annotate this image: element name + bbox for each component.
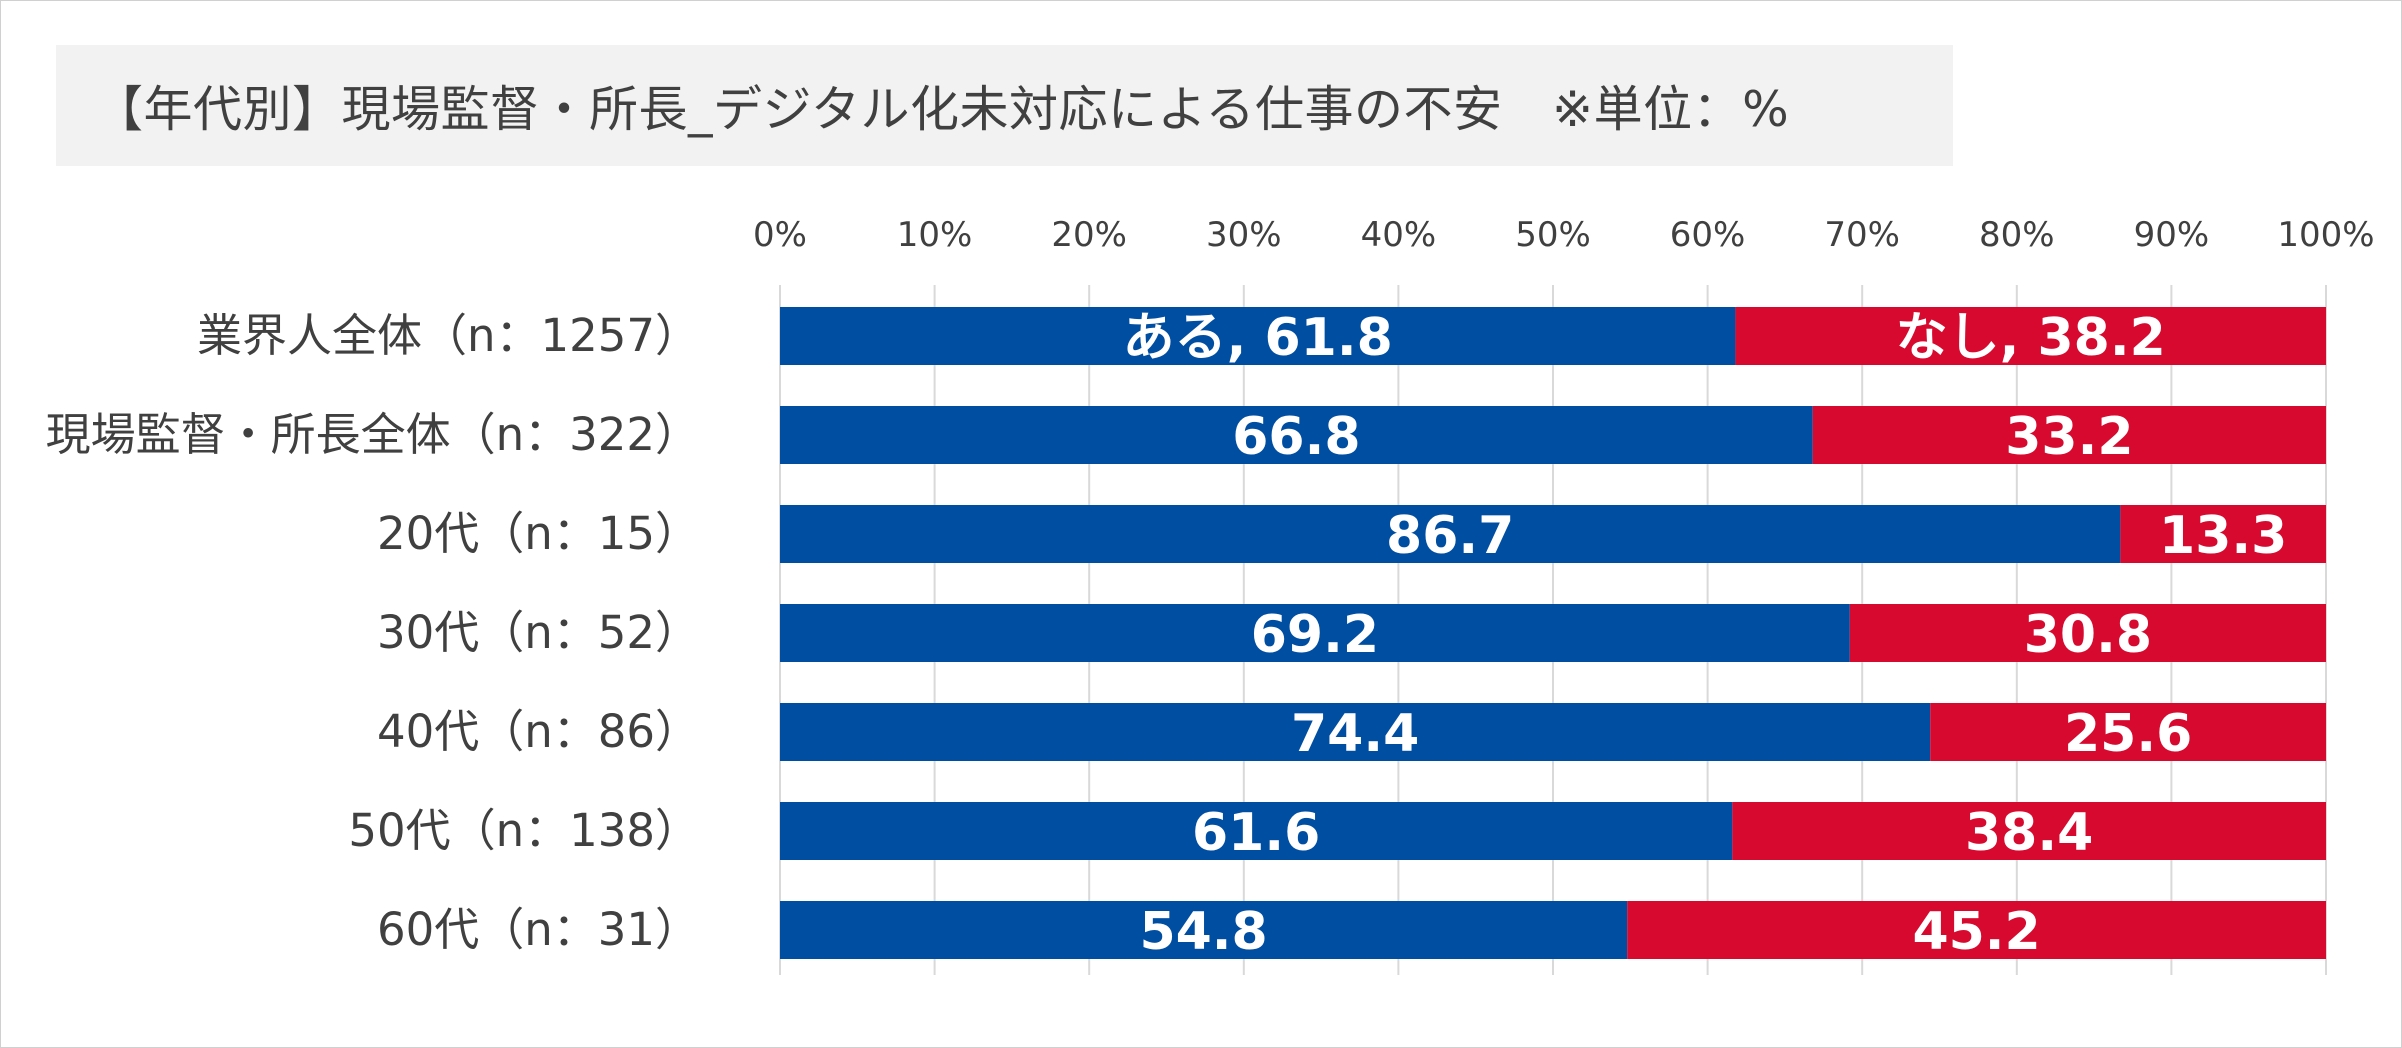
x-tick-label: 30%	[1206, 215, 1282, 255]
chart-title: 【年代別】現場監督・所長_デジタル化未対応による仕事の不安 ※単位：%	[94, 81, 1790, 138]
data-label-nashi: 38.4	[1965, 803, 2093, 863]
bar-nashi	[1627, 901, 2326, 959]
title-box: 【年代別】現場監督・所長_デジタル化未対応による仕事の不安 ※単位：%	[56, 45, 1953, 166]
data-label-ari: 61.6	[1192, 803, 1320, 863]
data-label-ari: 54.8	[1139, 902, 1267, 962]
bar-ari	[780, 802, 1733, 860]
data-label-nashi: 45.2	[1912, 902, 2040, 962]
data-label-nashi: 25.6	[2064, 704, 2192, 764]
data-label-ari: 86.7	[1386, 506, 1514, 566]
category-label: 20代（n：15）	[377, 507, 700, 560]
x-tick-label: 80%	[1979, 215, 2055, 255]
data-label-ari: 74.4	[1291, 704, 1419, 764]
bar-ari	[780, 505, 2121, 563]
x-tick-label: 60%	[1670, 215, 1746, 255]
category-label: 50代（n：138）	[348, 804, 700, 857]
x-tick-label: 20%	[1051, 215, 1127, 255]
x-tick-label: 50%	[1515, 215, 1591, 255]
data-label-nashi: なし, 38.2	[1896, 308, 2166, 368]
data-label-ari: 69.2	[1251, 605, 1379, 665]
bar-ari	[780, 307, 1736, 365]
bar-nashi	[2120, 505, 2326, 563]
data-label-ari: 66.8	[1232, 407, 1360, 467]
bar-nashi	[1812, 406, 2326, 464]
bar-nashi	[1849, 604, 2326, 662]
x-tick-label: 0%	[753, 215, 807, 255]
bar-ari	[780, 604, 1850, 662]
bar-nashi	[1930, 703, 2326, 761]
category-label: 60代（n：31）	[377, 903, 700, 956]
category-label: 現場監督・所長全体（n：322）	[46, 408, 700, 461]
data-label-nashi: 13.3	[2159, 506, 2287, 566]
x-tick-label: 40%	[1361, 215, 1437, 255]
bar-ari	[780, 901, 1628, 959]
x-tick-label: 10%	[897, 215, 973, 255]
data-label-nashi: 30.8	[2024, 605, 2152, 665]
data-label-ari: ある, 61.8	[1123, 308, 1393, 368]
x-tick-label: 90%	[2134, 215, 2210, 255]
bar-nashi	[1735, 307, 2326, 365]
category-label: 業界人全体（n：1257）	[197, 309, 700, 362]
bar-nashi	[1732, 802, 2326, 860]
x-tick-label: 70%	[1824, 215, 1900, 255]
bar-ari	[780, 703, 1931, 761]
x-tick-label: 100%	[2277, 215, 2374, 255]
data-label-nashi: 33.2	[2005, 407, 2133, 467]
bar-ari	[780, 406, 1813, 464]
category-label: 40代（n：86）	[377, 705, 700, 758]
category-label: 30代（n：52）	[377, 606, 700, 659]
